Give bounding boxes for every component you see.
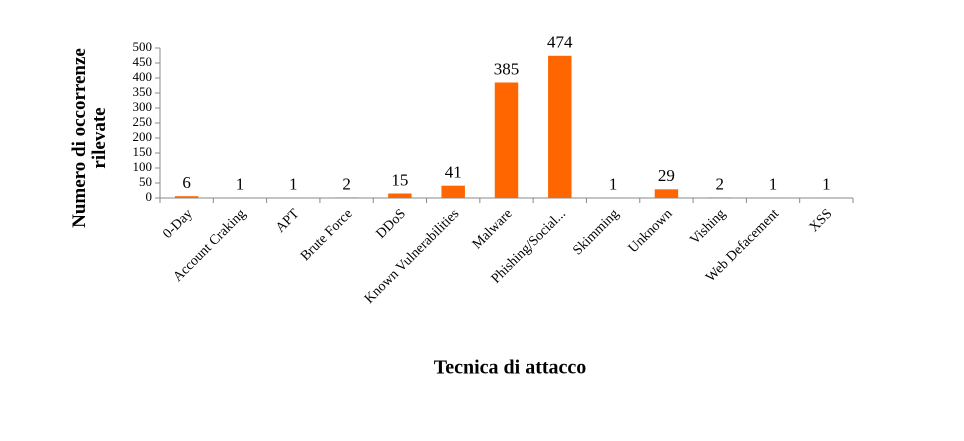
x-tick-label: DDoS [374, 206, 409, 241]
y-tick-label: 0 [146, 189, 153, 204]
y-tick-label: 100 [133, 159, 153, 174]
value-label: 29 [658, 166, 675, 185]
y-axis-title: Numero di occorrenze rilevate [69, 48, 110, 228]
x-tick-label: Known Vulnerabilities [362, 206, 462, 306]
bar [334, 197, 359, 198]
value-label: 6 [182, 173, 191, 192]
value-label: 1 [769, 175, 778, 194]
value-label: 15 [391, 170, 408, 189]
x-tick-label: Brute Force [298, 206, 356, 264]
value-label: 1 [236, 175, 245, 194]
value-label: 1 [822, 175, 831, 194]
y-tick-label: 150 [133, 144, 153, 159]
x-axis-title: Tecnica di attacco [434, 357, 587, 379]
bar [174, 196, 199, 198]
bar [388, 193, 412, 198]
x-tick-label: 0-Day [160, 206, 195, 241]
value-label: 1 [289, 175, 298, 194]
x-tick-label: XSS [807, 206, 836, 235]
x-tick-label: Malware [470, 206, 516, 252]
bar [548, 55, 572, 198]
y-tick-label: 400 [133, 69, 153, 84]
y-tick-label: 50 [139, 174, 152, 189]
y-tick-label: 250 [133, 114, 153, 129]
value-label: 41 [445, 163, 462, 182]
y-tick-label: 350 [133, 84, 153, 99]
value-label: 1 [609, 175, 618, 194]
x-tick-label: APT [273, 206, 303, 236]
bar [494, 82, 519, 198]
bar [654, 189, 679, 198]
value-label: 2 [342, 174, 351, 193]
x-tick-label: Vishing [687, 206, 728, 247]
y-tick-label: 450 [133, 54, 153, 69]
y-tick-label: 500 [133, 39, 153, 54]
x-tick-label: Unknown [626, 206, 676, 256]
y-tick-label: 300 [133, 99, 153, 114]
bar [441, 185, 465, 198]
value-label: 2 [715, 174, 724, 193]
value-label: 474 [547, 33, 573, 52]
value-label: 385 [494, 59, 520, 78]
bar [708, 197, 732, 198]
x-tick-label: Skimming [570, 206, 622, 258]
y-tick-label: 200 [133, 129, 153, 144]
